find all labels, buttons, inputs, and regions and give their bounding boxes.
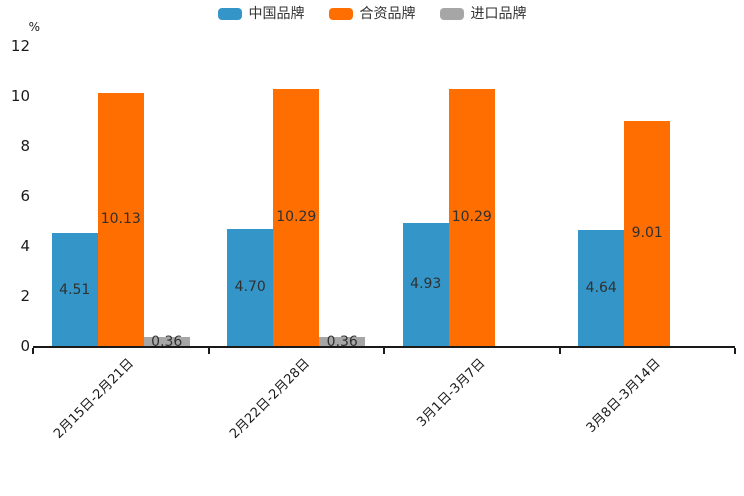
x-axis-tick	[383, 348, 385, 354]
bar-value-label: 10.13	[100, 211, 141, 228]
y-tick-label: 6	[20, 187, 30, 205]
bar-value-label: 4.64	[585, 280, 617, 296]
y-tick-label: 12	[10, 37, 30, 55]
legend-swatch-icon	[217, 8, 242, 20]
y-tick-label: 0	[20, 337, 30, 355]
x-axis-tick	[207, 348, 210, 354]
bar-series-0	[402, 222, 449, 346]
x-category-label: 3月8日-3月14日	[583, 356, 664, 436]
bar-series-1	[97, 92, 144, 346]
legend-label: 进口品牌	[470, 6, 527, 22]
bar-value-label: 0.36	[151, 333, 183, 350]
x-axis-tick	[32, 348, 34, 354]
bar-series-2	[143, 337, 190, 346]
legend-item-series-2[interactable]: 进口品牌	[439, 6, 527, 22]
bar-series-1	[273, 88, 320, 346]
legend-swatch-icon	[328, 8, 353, 20]
bar-series-1	[448, 88, 495, 346]
legend-swatch-icon	[439, 8, 464, 20]
x-axis-tick	[734, 348, 736, 354]
bar-series-1	[624, 120, 671, 346]
x-axis-tick	[558, 348, 561, 354]
bar-series-0	[227, 228, 274, 346]
bar-series-2	[319, 337, 366, 346]
bar-value-label: 4.70	[234, 279, 266, 296]
legend-label: 中国品牌	[248, 6, 305, 22]
bar-value-label: 4.93	[410, 276, 442, 293]
x-category-label: 2月22日-2月28日	[227, 356, 313, 442]
bar-series-0	[51, 233, 98, 346]
bar-value-label: 9.01	[631, 225, 663, 242]
x-category-label: 2月15日-2月21日	[51, 356, 138, 442]
y-tick-label: 10	[10, 87, 30, 105]
bar-value-label: 10.29	[451, 209, 492, 226]
bar-series-0	[578, 230, 625, 346]
legend-label: 合资品牌	[359, 6, 416, 22]
y-tick-label: 8	[20, 137, 30, 155]
y-tick-label: 4	[20, 237, 30, 255]
legend-item-series-1[interactable]: 合资品牌	[328, 6, 416, 22]
y-axis-unit-label: %	[28, 20, 40, 34]
bar-value-label: 0.36	[326, 333, 358, 350]
bar-value-label: 4.51	[59, 281, 91, 298]
legend-item-series-0[interactable]: 中国品牌	[217, 6, 305, 22]
legend: 中国品牌 合资品牌 进口品牌	[0, 6, 744, 22]
y-tick-label: 2	[20, 287, 30, 305]
x-axis-line	[33, 346, 735, 348]
x-category-label: 3月1日-3月7日	[414, 356, 489, 431]
bar-value-label: 10.29	[276, 209, 317, 226]
